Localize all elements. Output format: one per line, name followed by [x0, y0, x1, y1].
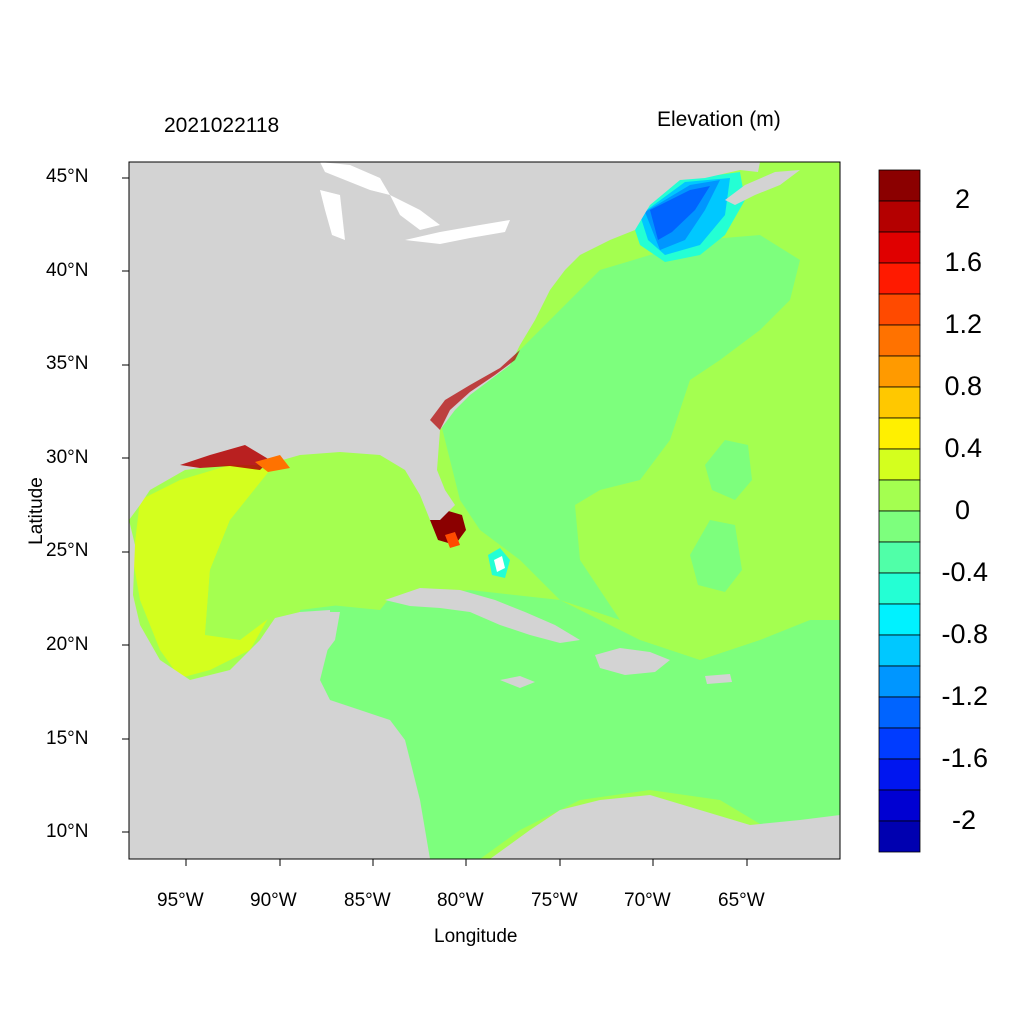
y-tick-label: 20°N [46, 634, 89, 655]
y-tick-label: 25°N [46, 540, 89, 561]
colorbar-swatch [878, 758, 921, 791]
colorbar-label: 1.2 [944, 309, 982, 339]
colorbar-swatch [878, 355, 921, 388]
colorbar-swatch [878, 448, 921, 481]
x-ticks [185, 859, 748, 866]
great-lake-erie-ontario [405, 220, 510, 244]
land-nova-scotia [725, 170, 800, 205]
colorbar-swatch [878, 820, 921, 853]
colorbar-swatch [878, 510, 921, 543]
land-north-america [129, 162, 760, 520]
gulf-high-zone [133, 465, 270, 678]
colorbar-swatch [878, 634, 921, 667]
colorbar-label: 0.8 [944, 371, 982, 401]
colorbar-swatch [878, 293, 921, 326]
map-plot-area [129, 162, 840, 859]
colorbar-swatch [878, 200, 921, 233]
land-hispaniola [595, 648, 670, 675]
colorbar-swatch [878, 541, 921, 574]
colorbar-label: -0.4 [941, 557, 988, 587]
surge-hotspot-rim [445, 532, 460, 548]
colorbar [878, 169, 921, 853]
land-jamaica [500, 676, 535, 688]
ocean-zone-patch-2 [690, 520, 742, 592]
ocean-zone-shelf [440, 235, 800, 620]
coastal-surge-east [430, 350, 520, 430]
colorbar-label: 1.6 [944, 247, 982, 277]
colorbar-swatch [878, 696, 921, 729]
ocean-zone-caribbean [300, 590, 840, 859]
y-ticks [122, 177, 129, 833]
x-tick-label: 95°W [157, 890, 204, 911]
variable-title: Elevation (m) [657, 108, 781, 131]
colorbar-swatch [878, 572, 921, 605]
colorbar-label: -2 [951, 805, 976, 835]
colorbar-label: -1.6 [941, 743, 988, 773]
colorbar-label: 0.4 [944, 433, 982, 463]
land-south-america [490, 795, 840, 859]
colorbar-swatch [878, 386, 921, 419]
x-tick-label: 70°W [624, 890, 671, 911]
x-tick-label: 65°W [718, 890, 765, 911]
land-mexico-central-america [129, 520, 430, 859]
land-puerto-rico [705, 674, 732, 684]
y-tick-label: 10°N [46, 821, 89, 842]
colorbar-label: -1.2 [941, 681, 988, 711]
colorbar-swatch [878, 417, 921, 450]
land-cuba [385, 588, 580, 643]
x-axis-title: Longitude [434, 926, 518, 947]
y-tick-label: 40°N [46, 260, 89, 281]
colorbar-swatch [878, 789, 921, 822]
ocean-zone-patch-1 [705, 440, 752, 500]
coastal-surge-gulf-orange [255, 455, 290, 472]
gulf-zone [205, 455, 440, 640]
great-lake-huron [390, 195, 440, 230]
colorbar-swatch [878, 479, 921, 512]
colorbar-swatch [878, 324, 921, 357]
y-tick-label: 30°N [46, 447, 89, 468]
colorbar-swatch [878, 603, 921, 636]
land-yucatan [270, 612, 340, 660]
bahamas-shoal-inner [494, 556, 505, 572]
colorbar-label: 0 [954, 495, 970, 525]
neg-anomaly-core [650, 186, 710, 240]
y-tick-label: 35°N [46, 353, 89, 374]
colorbar-swatch [878, 665, 921, 698]
x-tick-label: 80°W [437, 890, 484, 911]
plot-frame [128, 161, 841, 860]
great-lake-michigan [320, 190, 345, 240]
date-code-title: 2021022118 [164, 114, 280, 137]
y-tick-label: 45°N [46, 166, 89, 187]
colorbar-swatch [878, 727, 921, 760]
colorbar-label: -0.8 [941, 619, 988, 649]
colorbar-label: 2 [954, 184, 970, 214]
colorbar-swatch [878, 262, 921, 295]
x-tick-label: 75°W [531, 890, 578, 911]
coastal-surge-gulf [180, 445, 270, 470]
y-tick-label: 15°N [46, 728, 89, 749]
x-tick-label: 85°W [344, 890, 391, 911]
x-tick-label: 90°W [250, 890, 297, 911]
great-lake-superior [320, 162, 390, 195]
